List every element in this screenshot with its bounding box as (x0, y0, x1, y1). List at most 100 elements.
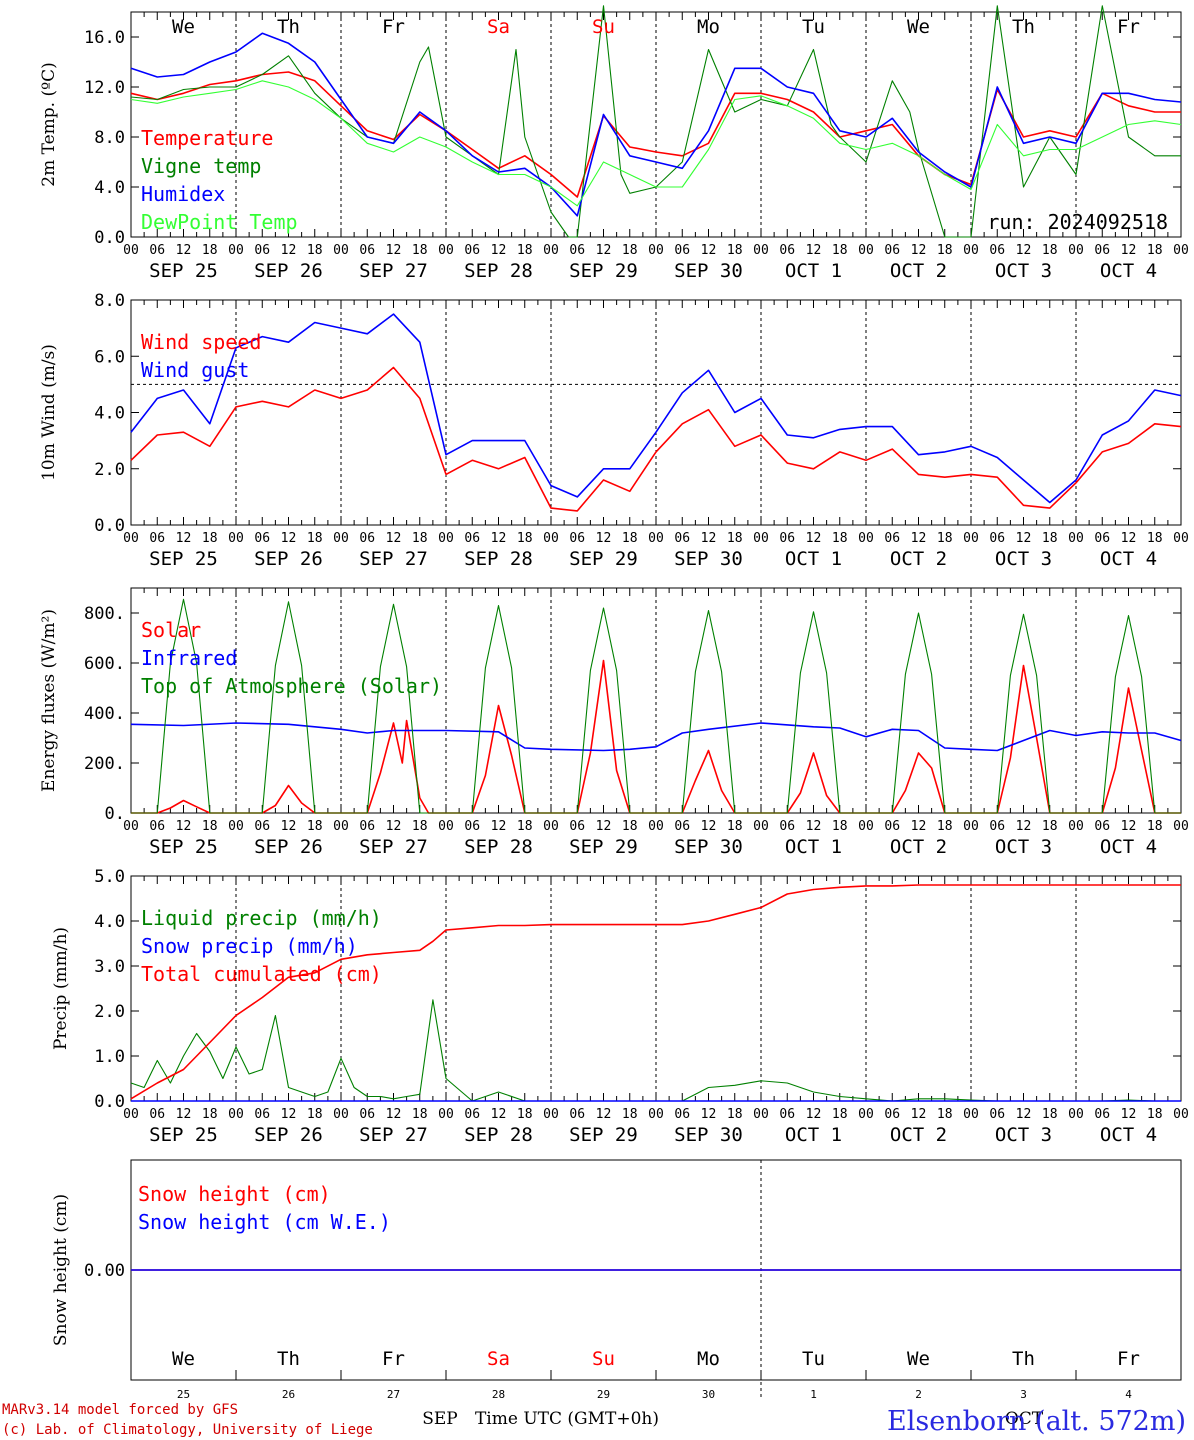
hour-label: 00 (648, 1107, 664, 1122)
day-label: SEP 26 (254, 548, 323, 570)
hour-label: 00 (963, 1107, 979, 1122)
hour-label: 06 (779, 1107, 795, 1122)
hour-label: 18 (202, 1107, 218, 1122)
panel-2: 0.0 2.0 4.0 6.0 8.0 10m Wind (m/s) 00 06 12 18 SEP… (39, 291, 1189, 570)
weekday-label: Fr (1117, 16, 1140, 38)
hour-label: 00 (1173, 1107, 1189, 1122)
hour-label: 00 (1173, 819, 1189, 834)
hour-label: 06 (569, 243, 585, 258)
legend-entry: Total cumulated (cm) (141, 962, 382, 986)
hour-label: 18 (307, 243, 323, 258)
hour-label: 00 (1068, 243, 1084, 258)
hour-label: 06 (569, 1107, 585, 1122)
hour-label: 06 (464, 243, 480, 258)
hour-label: 18 (202, 819, 218, 834)
day-number: 27 (387, 1388, 400, 1401)
day-label: OCT 3 (995, 1124, 1052, 1146)
hour-label: 00 (438, 819, 454, 834)
hour-label: 00 (648, 531, 664, 546)
hour-label: 18 (517, 1107, 533, 1122)
weekday-label: Th (1012, 1348, 1035, 1370)
day-label: OCT 1 (785, 548, 842, 570)
hour-label: 18 (622, 243, 638, 258)
day-label: OCT 3 (995, 836, 1052, 858)
hour-label: 00 (543, 531, 559, 546)
panel-frame (130, 587, 1182, 814)
run-label: run: 2024092518 (987, 210, 1168, 234)
hour-label: 00 (1173, 243, 1189, 258)
day-number: 30 (702, 1388, 715, 1401)
hour-label: 12 (596, 819, 612, 834)
hour-label: 00 (963, 243, 979, 258)
day-label: SEP 25 (149, 260, 218, 282)
legend-entry: Snow precip (mm/h) (141, 934, 358, 958)
series-line-3 (130, 884, 1181, 1100)
legend-entry: DewPoint Temp (141, 210, 298, 234)
month-label-left: SEP (422, 1409, 458, 1429)
hour-label: 06 (359, 243, 375, 258)
hour-label: 06 (989, 1107, 1005, 1122)
series-line-1 (130, 366, 1182, 512)
day-label: OCT 4 (1100, 548, 1157, 570)
hour-label: 06 (1094, 1107, 1110, 1122)
legend-entry: Wind gust (141, 358, 249, 382)
hour-label: 12 (1121, 819, 1137, 834)
hour-label: 06 (359, 819, 375, 834)
series-line-4 (130, 80, 1182, 207)
day-label: OCT 3 (995, 548, 1052, 570)
hour-label: 00 (123, 531, 139, 546)
hour-label: 12 (701, 1107, 717, 1122)
weekday-label: Mo (697, 1348, 720, 1370)
hour-label: 12 (386, 819, 402, 834)
hour-label: 06 (779, 531, 795, 546)
hour-label: 06 (674, 819, 690, 834)
hour-label: 18 (1042, 243, 1058, 258)
weekday-label: Fr (382, 1348, 405, 1370)
hour-label: 06 (464, 531, 480, 546)
hour-label: 12 (491, 243, 507, 258)
day-label: SEP 29 (569, 548, 638, 570)
hour-label: 06 (569, 531, 585, 546)
hour-label: 18 (622, 1107, 638, 1122)
hour-label: 12 (596, 1107, 612, 1122)
hour-label: 18 (202, 243, 218, 258)
hour-label: 18 (832, 243, 848, 258)
hour-label: 18 (1042, 1107, 1058, 1122)
hour-label: 12 (281, 819, 297, 834)
credit-line-1: MARv3.14 model forced by GFS (2, 1402, 238, 1418)
day-label: SEP 26 (254, 836, 323, 858)
hour-label: 18 (1042, 819, 1058, 834)
legend-entry: Snow height (cm) (138, 1182, 331, 1206)
hour-label: 12 (281, 243, 297, 258)
hour-label: 12 (1121, 531, 1137, 546)
hour-label: 18 (832, 531, 848, 546)
weekday-label: Su (592, 16, 615, 38)
hour-label: 00 (228, 243, 244, 258)
weekday-label: Fr (1117, 1348, 1140, 1370)
hour-label: 18 (517, 819, 533, 834)
day-number: 29 (597, 1388, 610, 1401)
hour-label: 12 (491, 819, 507, 834)
weekday-label: We (907, 16, 930, 38)
hour-label: 12 (911, 243, 927, 258)
hour-label: 06 (884, 819, 900, 834)
hour-label: 00 (858, 819, 874, 834)
day-number: 25 (177, 1388, 190, 1401)
hour-label: 18 (937, 819, 953, 834)
hour-label: 00 (123, 1107, 139, 1122)
panel-3: 0. 200. 400. 600. 800. Energy fluxes (W/m²) 00… (39, 587, 1189, 858)
series-line-3 (130, 32, 1182, 217)
legend-entry: Temperature (141, 126, 273, 150)
y-tick-label: 8.0 (94, 128, 125, 148)
hour-label: 00 (438, 243, 454, 258)
day-label: SEP 30 (674, 836, 743, 858)
weekday-label: Sa (487, 1348, 510, 1370)
credit-line-2: (c) Lab. of Climatology, University of L… (2, 1422, 373, 1438)
hour-label: 12 (176, 531, 192, 546)
day-label: SEP 30 (674, 548, 743, 570)
day-label: SEP 27 (359, 1124, 428, 1146)
y-tick-label: 16.0 (84, 28, 125, 48)
day-label: OCT 2 (890, 260, 947, 282)
hour-label: 12 (911, 1107, 927, 1122)
